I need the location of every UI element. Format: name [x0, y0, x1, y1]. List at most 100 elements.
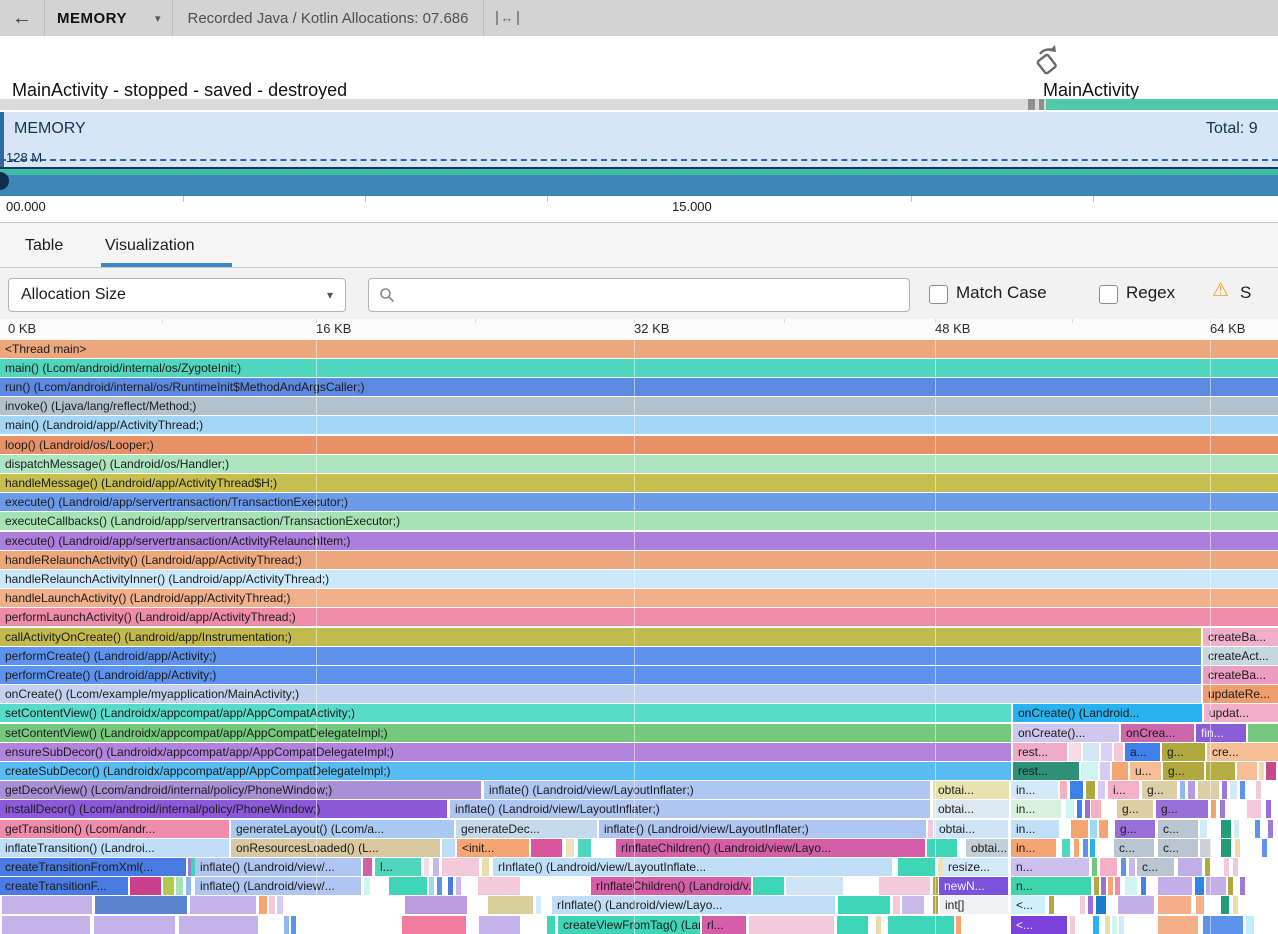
flame-segment[interactable] [1203, 915, 1243, 934]
flame-segment[interactable] [1105, 915, 1110, 934]
flame-segment[interactable] [1100, 857, 1117, 876]
flame-segment[interactable] [749, 915, 834, 934]
flame-segment[interactable]: <... [1011, 896, 1045, 915]
flame-segment[interactable]: newN... [939, 877, 1008, 896]
flame-segment[interactable] [1222, 781, 1227, 800]
flame-segment[interactable] [837, 915, 868, 934]
flame-segment[interactable] [1070, 781, 1083, 800]
flame-segment[interactable]: onResourcesLoaded() (L... [231, 838, 440, 857]
flame-segment[interactable] [1088, 896, 1093, 915]
flame-segment[interactable]: createViewFromTag() (Landr... [558, 915, 700, 934]
flame-segment[interactable] [188, 857, 193, 876]
flame-segment[interactable] [478, 877, 520, 896]
flame-segment[interactable]: inflate() (Landroid/view/LayoutInflater;… [484, 781, 930, 800]
flame-segment[interactable] [1206, 761, 1235, 780]
flame-segment[interactable] [1158, 896, 1191, 915]
back-button[interactable]: ← [0, 0, 44, 36]
flame-segment[interactable]: rInflateChildren() (Landroid/view/Layo..… [616, 838, 925, 857]
flame-segment[interactable] [1077, 800, 1082, 819]
flame-segment[interactable] [2, 896, 92, 915]
flame-segment[interactable]: in... [1011, 781, 1058, 800]
flame-segment[interactable] [1125, 877, 1137, 896]
flame-segment[interactable] [1090, 838, 1095, 857]
flame-segment[interactable]: onCreate()... [1013, 723, 1119, 742]
flame-segment[interactable] [1158, 877, 1192, 896]
flame-segment[interactable] [1188, 781, 1195, 800]
flame-segment[interactable] [1069, 742, 1081, 761]
flame-segment[interactable]: execute() (Landroid/app/servertransactio… [0, 531, 1278, 550]
flame-segment[interactable]: onCreate() (Lcom/example/myapplication/M… [0, 685, 1201, 704]
flame-segment[interactable]: a... [1125, 742, 1160, 761]
flame-segment[interactable] [437, 877, 442, 896]
flame-segment[interactable] [1094, 877, 1099, 896]
flame-segment[interactable]: <init... [457, 838, 529, 857]
flame-segment[interactable] [190, 896, 256, 915]
flame-segment[interactable] [1224, 857, 1229, 876]
flame-segment[interactable] [547, 915, 555, 934]
flame-segment[interactable] [95, 896, 187, 915]
flame-segment[interactable] [1268, 819, 1273, 838]
flame-segment[interactable] [1090, 819, 1097, 838]
flame-segment[interactable] [1066, 800, 1074, 819]
flame-segment[interactable] [1233, 857, 1238, 876]
flame-segment[interactable] [1178, 857, 1202, 876]
flame-segment[interactable]: c... [1114, 838, 1154, 857]
flame-segment[interactable] [1240, 781, 1245, 800]
flame-segment[interactable] [1234, 819, 1239, 838]
flame-segment[interactable]: dispatchMessage() (Landroid/os/Handler;) [0, 454, 1278, 473]
flame-segment[interactable]: int[] [940, 896, 1008, 915]
flame-segment[interactable] [838, 896, 890, 915]
flame-segment[interactable] [482, 857, 489, 876]
regex-checkbox[interactable] [1099, 285, 1118, 304]
flame-segment[interactable] [363, 857, 372, 876]
flame-segment[interactable]: createAct... [1203, 646, 1278, 665]
flame-segment[interactable] [488, 896, 533, 915]
flame-segment[interactable] [938, 857, 943, 876]
flame-segment[interactable]: handleRelaunchActivity() (Landroid/app/A… [0, 550, 1278, 569]
flame-segment[interactable]: inflate() (Landroid/view/LayoutInflater;… [450, 800, 930, 819]
flame-segment[interactable] [1221, 896, 1229, 915]
flame-segment[interactable] [928, 819, 933, 838]
flame-segment[interactable] [1141, 877, 1146, 896]
flame-segment[interactable] [876, 915, 881, 934]
flame-segment[interactable] [1240, 877, 1245, 896]
profiler-type-dropdown[interactable]: MEMORY ▾ [45, 0, 172, 36]
match-case-checkbox[interactable] [929, 285, 948, 304]
flame-segment[interactable] [1200, 838, 1211, 857]
flame-segment[interactable] [364, 877, 370, 896]
memory-track[interactable]: 128 M MEMORY Total: 9 [0, 112, 1278, 196]
flame-segment[interactable]: g... [1156, 800, 1208, 819]
flame-segment[interactable]: rInflateChildren() (Landroid/v... [591, 877, 751, 896]
flame-segment[interactable]: setContentView() (Landroidx/appcompat/ap… [0, 723, 1011, 742]
flame-segment[interactable] [1206, 877, 1226, 896]
flame-segment[interactable]: cre... [1207, 742, 1278, 761]
flame-segment[interactable] [94, 915, 175, 934]
flame-segment[interactable] [1205, 857, 1210, 876]
flame-segment[interactable]: obtai... [966, 838, 1008, 857]
flame-segment[interactable] [1230, 781, 1237, 800]
flame-segment[interactable]: obtai... [934, 819, 1008, 838]
flame-segment[interactable]: rInflate() (Landroid/view/Layo... [552, 896, 835, 915]
flame-segment[interactable]: ensureSubDecor() (Landroidx/appcompat/ap… [0, 742, 1011, 761]
flame-segment[interactable]: callActivityOnCreate() (Landroid/app/Ins… [0, 627, 1201, 646]
flame-segment[interactable]: invoke() (Ljava/lang/reflect/Method;) [0, 397, 1278, 416]
flame-segment[interactable]: inflate() (Landroid/view/... [195, 877, 361, 896]
flame-segment[interactable]: inflateTransition() (Landroi... [0, 838, 229, 857]
flame-segment[interactable]: rest... [1013, 742, 1067, 761]
search-input[interactable] [403, 280, 901, 310]
flame-segment[interactable]: rest... [1013, 761, 1079, 780]
flame-segment[interactable] [1221, 819, 1231, 838]
flame-segment[interactable] [1086, 781, 1095, 800]
flame-segment[interactable]: i... [1108, 781, 1139, 800]
flame-segment[interactable] [898, 857, 935, 876]
flame-segment[interactable] [1099, 819, 1108, 838]
flame-segment[interactable]: performCreate() (Landroid/app/Activity;) [0, 665, 1201, 684]
flame-segment[interactable] [176, 877, 183, 896]
flame-segment[interactable] [753, 877, 784, 896]
flame-segment[interactable]: getTransition() (Lcom/andr... [0, 819, 229, 838]
flame-segment[interactable] [1049, 896, 1054, 915]
flame-segment[interactable] [1101, 877, 1106, 896]
flame-segment[interactable] [1228, 877, 1233, 896]
flame-segment[interactable] [1198, 781, 1219, 800]
flame-segment[interactable] [1115, 877, 1120, 896]
